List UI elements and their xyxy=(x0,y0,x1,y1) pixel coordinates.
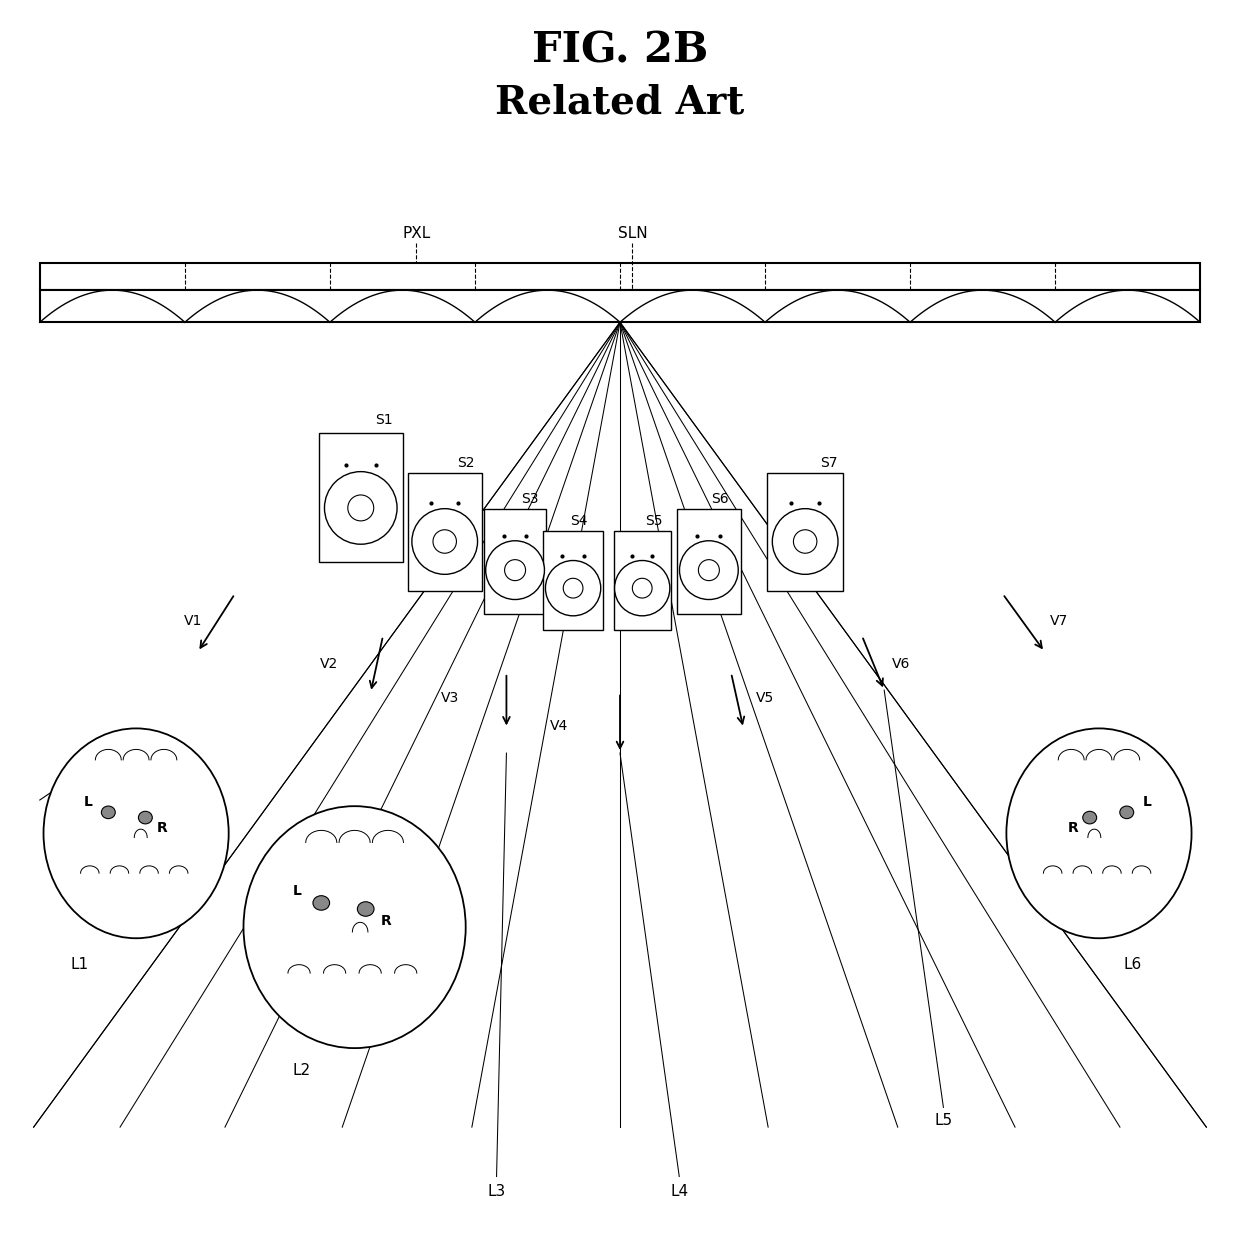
Circle shape xyxy=(632,579,652,599)
Circle shape xyxy=(486,540,544,600)
Bar xyxy=(766,473,843,591)
Text: L4: L4 xyxy=(670,1184,688,1199)
Text: Related Art: Related Art xyxy=(495,83,745,122)
Text: S4: S4 xyxy=(570,514,588,528)
Ellipse shape xyxy=(312,895,330,910)
Circle shape xyxy=(773,509,838,574)
Text: R: R xyxy=(156,821,167,835)
Circle shape xyxy=(347,496,373,520)
Ellipse shape xyxy=(357,902,374,917)
Text: L3: L3 xyxy=(487,1184,506,1199)
Text: L: L xyxy=(1143,795,1152,809)
Bar xyxy=(40,263,1200,291)
Text: PXL: PXL xyxy=(402,226,430,241)
Text: V3: V3 xyxy=(441,691,460,704)
Circle shape xyxy=(546,560,600,616)
Text: FIG. 2B: FIG. 2B xyxy=(532,30,708,72)
Text: L6: L6 xyxy=(1123,956,1141,971)
Text: S1: S1 xyxy=(376,414,393,427)
Ellipse shape xyxy=(43,728,228,938)
Ellipse shape xyxy=(1007,728,1192,938)
Text: S7: S7 xyxy=(820,456,837,471)
Circle shape xyxy=(680,540,738,600)
Circle shape xyxy=(505,560,526,580)
Text: V2: V2 xyxy=(320,657,339,671)
Text: S3: S3 xyxy=(521,492,538,507)
Text: V4: V4 xyxy=(549,719,568,733)
Bar xyxy=(484,509,546,615)
Bar xyxy=(677,509,742,615)
Text: SLN: SLN xyxy=(618,226,647,241)
Text: L1: L1 xyxy=(71,956,88,971)
Text: V5: V5 xyxy=(756,691,774,704)
Bar xyxy=(543,530,603,630)
Text: L: L xyxy=(293,884,301,898)
Text: R: R xyxy=(381,914,391,928)
Circle shape xyxy=(325,472,397,544)
Ellipse shape xyxy=(1083,811,1096,823)
Circle shape xyxy=(794,530,817,553)
Ellipse shape xyxy=(1120,806,1133,818)
Text: R: R xyxy=(1068,821,1079,835)
Ellipse shape xyxy=(243,806,466,1048)
Text: L5: L5 xyxy=(935,1113,952,1129)
Text: V6: V6 xyxy=(892,657,910,671)
Text: V7: V7 xyxy=(1049,614,1068,628)
Circle shape xyxy=(412,509,477,574)
Text: L2: L2 xyxy=(293,1063,310,1078)
Ellipse shape xyxy=(102,806,115,818)
Bar xyxy=(319,432,403,563)
Text: S2: S2 xyxy=(458,456,475,471)
Bar xyxy=(408,473,482,591)
Circle shape xyxy=(698,560,719,580)
Circle shape xyxy=(433,530,456,553)
Text: S6: S6 xyxy=(712,492,729,507)
Bar xyxy=(40,291,1200,322)
Circle shape xyxy=(615,560,670,616)
Text: V1: V1 xyxy=(185,614,203,628)
Bar xyxy=(614,530,671,630)
Text: L: L xyxy=(83,795,93,809)
Ellipse shape xyxy=(139,811,153,823)
Text: S5: S5 xyxy=(645,514,662,528)
Circle shape xyxy=(563,579,583,599)
